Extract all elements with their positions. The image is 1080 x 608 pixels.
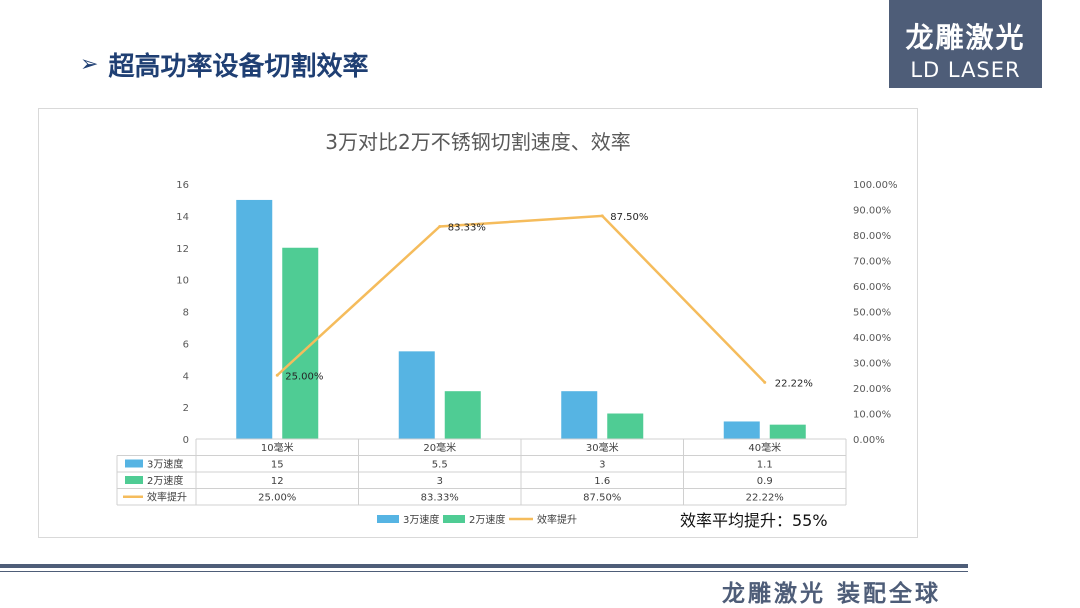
legend-label: 2万速度	[469, 513, 505, 526]
y-right-tick-label: 40.00%	[853, 333, 891, 344]
bar-1-1	[236, 199, 273, 439]
table-cell: 3	[437, 476, 443, 487]
legend-label: 3万速度	[403, 513, 439, 526]
arrow-bullet-icon: ➢	[80, 52, 99, 77]
table-cell: 87.50%	[583, 493, 621, 504]
bar-2-2	[444, 391, 481, 439]
y-right-tick-label: 30.00%	[853, 359, 891, 370]
chart-panel: 3万对比2万不锈钢切割速度、效率 0 2 4 6 8 10 12 14 16 0.00% 10.00%…	[38, 108, 918, 538]
legend-key-bar	[377, 515, 399, 523]
table-cell: 5.5	[432, 460, 448, 471]
brand-logo: 龙雕激光 LD LASER	[889, 0, 1042, 88]
efficiency-point	[600, 214, 604, 218]
y-left-tick-label: 4	[183, 371, 189, 382]
efficiency-data-label: 87.50%	[610, 212, 648, 223]
footer-divider	[0, 564, 968, 568]
y-right-tick-label: 10.00%	[853, 410, 891, 421]
y-right-tick-label: 20.00%	[853, 384, 891, 395]
y-right-tick-label: 80.00%	[853, 231, 891, 242]
table-cell: 0.9	[757, 476, 773, 487]
y-left-tick-label: 10	[176, 276, 189, 287]
table-cell: 1.6	[594, 476, 610, 487]
y-left-tick-label: 12	[176, 244, 189, 255]
legend-key-bar	[443, 515, 465, 523]
category-label: 10毫米	[261, 441, 294, 454]
efficiency-point	[438, 225, 442, 229]
table-cell: 83.33%	[421, 493, 459, 504]
average-efficiency-annotation: 效率平均提升：55%	[680, 511, 828, 530]
table-series-name: 2万速度	[147, 474, 183, 487]
bar-1-3	[561, 391, 598, 439]
table-cell: 25.00%	[258, 493, 296, 504]
efficiency-data-label: 22.22%	[775, 378, 813, 389]
chart-title: 3万对比2万不锈钢切割速度、效率	[325, 130, 630, 154]
efficiency-point	[275, 373, 279, 377]
chart-svg: 3万对比2万不锈钢切割速度、效率 0 2 4 6 8 10 12 14 16 0.00% 10.00%…	[116, 130, 898, 530]
table-cell: 15	[271, 460, 284, 471]
y-right-tick-label: 60.00%	[853, 282, 891, 293]
table-series-name: 效率提升	[147, 491, 187, 504]
efficiency-line	[276, 214, 766, 384]
table-legend-key	[125, 459, 143, 468]
efficiency-data-label: 25.00%	[285, 371, 323, 382]
bar-1-2	[398, 351, 435, 439]
y-right-tick-label: 70.00%	[853, 257, 891, 268]
y-right-tick-label: 90.00%	[853, 206, 891, 217]
efficiency-point	[763, 380, 767, 384]
footer-slogan: 龙雕激光 装配全球	[722, 581, 942, 607]
y-right-tick-label: 100.00%	[853, 180, 898, 191]
logo-en: LD LASER	[910, 58, 1021, 82]
y-right-tick-label: 0.00%	[853, 435, 885, 446]
table-cell: 12	[271, 476, 284, 487]
table-cell: 22.22%	[746, 493, 784, 504]
category-label: 40毫米	[748, 441, 781, 454]
category-label: 30毫米	[586, 441, 619, 454]
y-left-tick-label: 2	[183, 403, 189, 414]
table-cell: 3	[599, 460, 605, 471]
y-left-tick-label: 6	[183, 339, 189, 350]
efficiency-data-label: 83.33%	[448, 223, 486, 234]
bar-2-3	[607, 413, 644, 439]
category-label: 20毫米	[423, 441, 456, 454]
logo-cn: 龙雕激光	[905, 21, 1026, 54]
y-left-tick-label: 0	[183, 435, 189, 446]
table-cell: 1.1	[757, 460, 773, 471]
y-right-tick-label: 50.00%	[853, 308, 891, 319]
y-left-tick-label: 8	[183, 308, 189, 319]
bar-2-4	[769, 424, 806, 439]
table-legend-key	[125, 476, 143, 484]
page-title: 超高功率设备切割效率	[108, 52, 369, 82]
footer-divider-thin	[0, 571, 968, 572]
table-series-name: 3万速度	[147, 458, 183, 471]
bar-1-4	[723, 421, 760, 439]
y-left-tick-label: 14	[176, 212, 189, 223]
page-heading: ➢ 超高功率设备切割效率	[80, 46, 368, 83]
legend-label: 效率提升	[537, 513, 577, 526]
y-left-tick-label: 16	[176, 180, 189, 191]
